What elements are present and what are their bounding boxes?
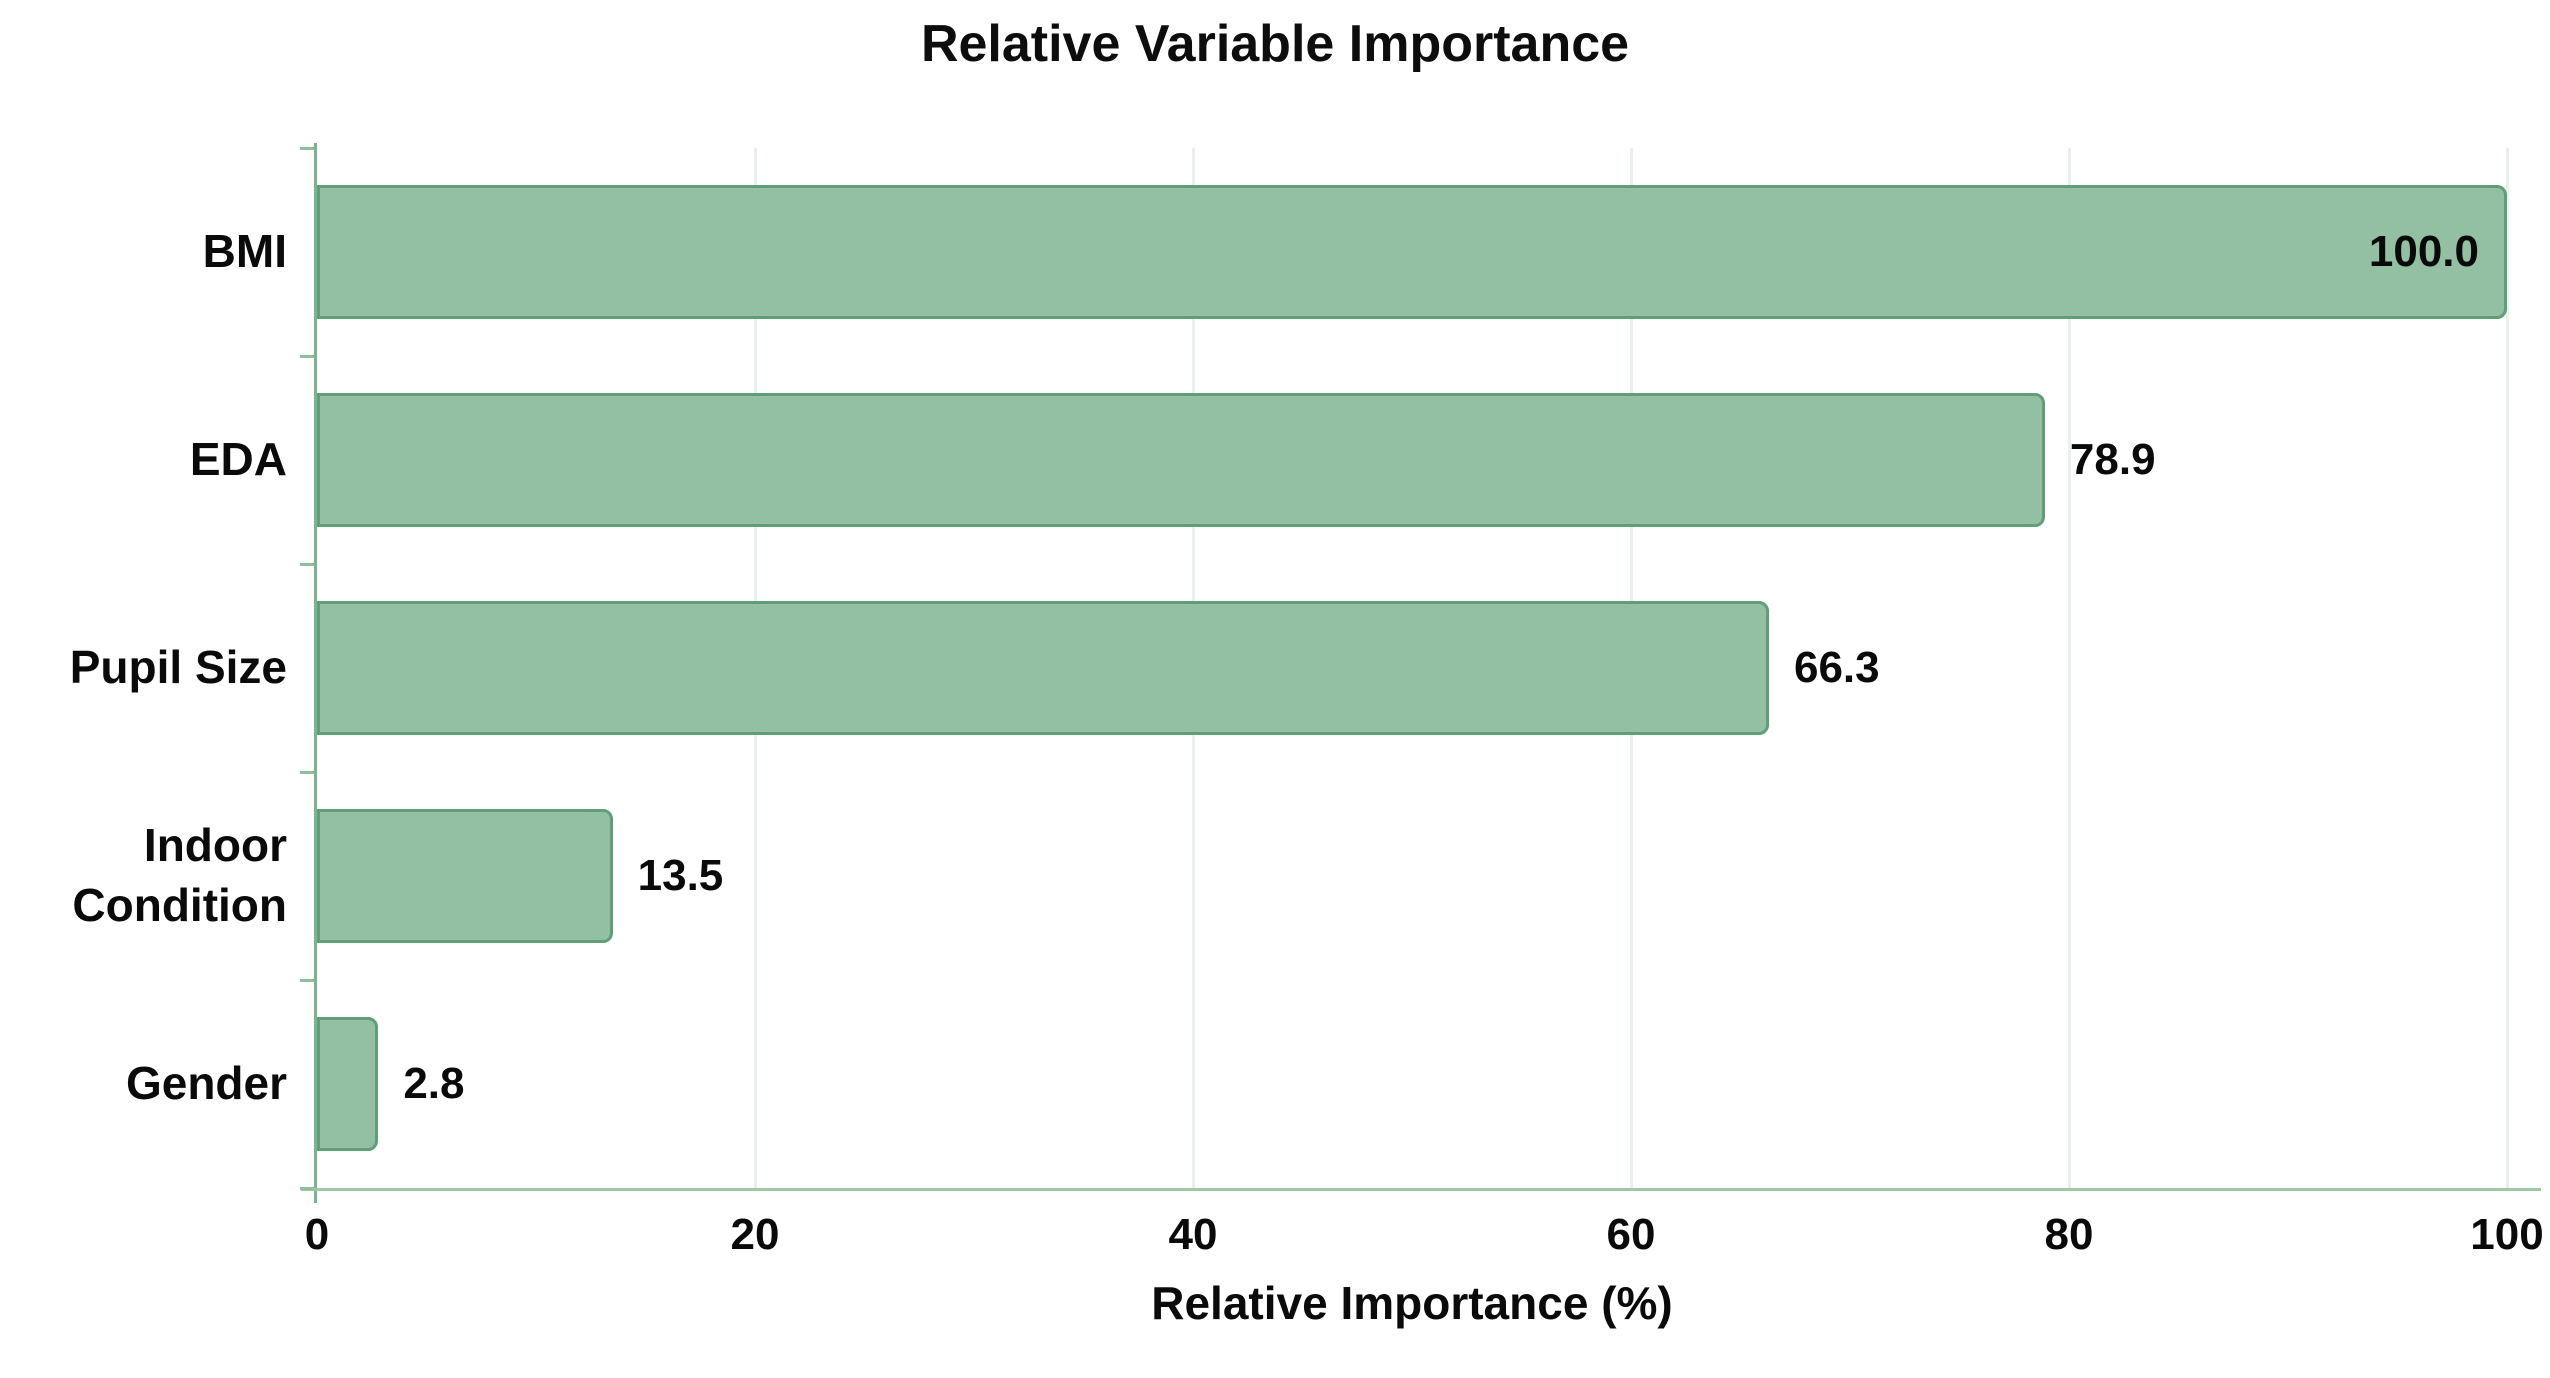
plot-area: BMI 100.0 EDA 78.9 Pupil Size 66.3 Indoor Cond…: [70, 143, 2544, 1259]
chart-title: Relative Variable Importance: [920, 15, 1630, 73]
x-axis-label: Relative Importance (%): [1151, 1277, 1673, 1329]
value-label-pupil-size: 66.3: [1793, 643, 1880, 692]
x-tick-label-80: 80: [2044, 1210, 2094, 1259]
category-label-gender: Gender: [125, 1057, 287, 1110]
x-tick-label-0: 0: [304, 1210, 330, 1259]
value-label-bmi: 100.0: [2368, 227, 2479, 276]
category-label-pupil-size: Pupil Size: [69, 641, 287, 694]
bar-pupil-size: [317, 601, 1769, 735]
category-label-eda: EDA: [189, 433, 287, 486]
x-tick-label-20: 20: [730, 1210, 780, 1259]
category-label-bmi: BMI: [202, 225, 287, 278]
x-tick-label-60: 60: [1606, 1210, 1656, 1259]
y-axis-tick: [300, 770, 314, 774]
y-axis-tick: [300, 1186, 314, 1190]
gridline-80: [2067, 148, 2071, 1188]
y-axis-tick: [300, 146, 314, 150]
value-label-eda: 78.9: [2069, 435, 2156, 484]
x-tick-label-40: 40: [1168, 1210, 1218, 1259]
bar-bmi: [317, 185, 2507, 319]
y-axis-tick: [300, 354, 314, 358]
y-axis-line: [314, 143, 317, 1203]
x-axis-line: [301, 1188, 2541, 1191]
value-label-gender: 2.8: [403, 1059, 465, 1108]
bar-gender: [317, 1017, 379, 1151]
bar-indoor-condition: [317, 809, 613, 943]
gridline-100: [2505, 148, 2509, 1188]
y-axis-tick: [300, 562, 314, 566]
category-label-indoor-condition: Indoor Condition: [72, 819, 287, 931]
bar-eda: [317, 393, 2045, 527]
value-label-indoor-condition: 13.5: [637, 851, 724, 900]
y-axis-tick: [300, 978, 314, 982]
x-tick-label-100: 100: [2470, 1210, 2544, 1259]
